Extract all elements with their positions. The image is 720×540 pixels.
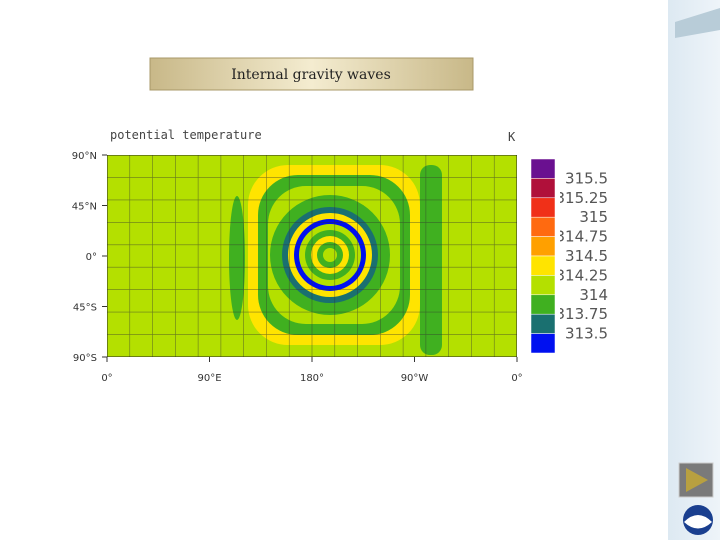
map — [107, 155, 517, 357]
contour — [323, 248, 337, 262]
colorbar-label: 314.5 — [565, 247, 608, 265]
y-tick-label: 90°S — [73, 353, 97, 364]
colorbar-label: 313.75 — [556, 305, 609, 323]
sidebar — [668, 0, 720, 540]
y-tick-label: 0° — [86, 252, 97, 263]
colorbar-label: 315.25 — [556, 189, 609, 207]
slide-title: Internal gravity waves — [231, 67, 391, 83]
colorbar-box — [530, 294, 556, 315]
plot-units: K — [508, 130, 516, 144]
x-tick-label: 180° — [300, 373, 324, 384]
plot-title: potential temperature — [110, 128, 262, 142]
y-tick-label: 90°N — [72, 151, 97, 162]
colorbar-box — [530, 333, 556, 354]
y-tick-label: 45°S — [73, 303, 97, 314]
sidebar-decor — [675, 8, 720, 38]
colorbar-label: 315 — [579, 208, 608, 226]
y-tick-label: 45°N — [72, 202, 97, 213]
x-tick-label: 90°E — [197, 373, 221, 384]
colorbar-box — [530, 255, 556, 276]
title-box — [149, 57, 474, 91]
x-tick-label: 0° — [511, 373, 522, 384]
contour — [229, 196, 245, 320]
next-arrow — [686, 468, 708, 492]
colorbar-box — [530, 275, 556, 296]
colorbar-box — [530, 197, 556, 218]
colorbar-label: 314.75 — [556, 228, 609, 246]
x-tick-label: 0° — [101, 373, 112, 384]
colorbar-label: 315.5 — [565, 169, 608, 187]
contour — [420, 165, 442, 355]
colorbar-box — [530, 158, 556, 179]
colorbar-box — [530, 178, 556, 199]
colorbar-label: 313.5 — [565, 325, 608, 343]
colorbar-box — [530, 236, 556, 257]
colorbar-label: 314 — [579, 286, 608, 304]
noaa-logo-wave — [684, 515, 712, 529]
colorbar-box — [530, 313, 556, 334]
x-tick-label: 90°W — [401, 373, 429, 384]
colorbar-label: 314.25 — [556, 266, 609, 284]
colorbar-box — [530, 216, 556, 237]
